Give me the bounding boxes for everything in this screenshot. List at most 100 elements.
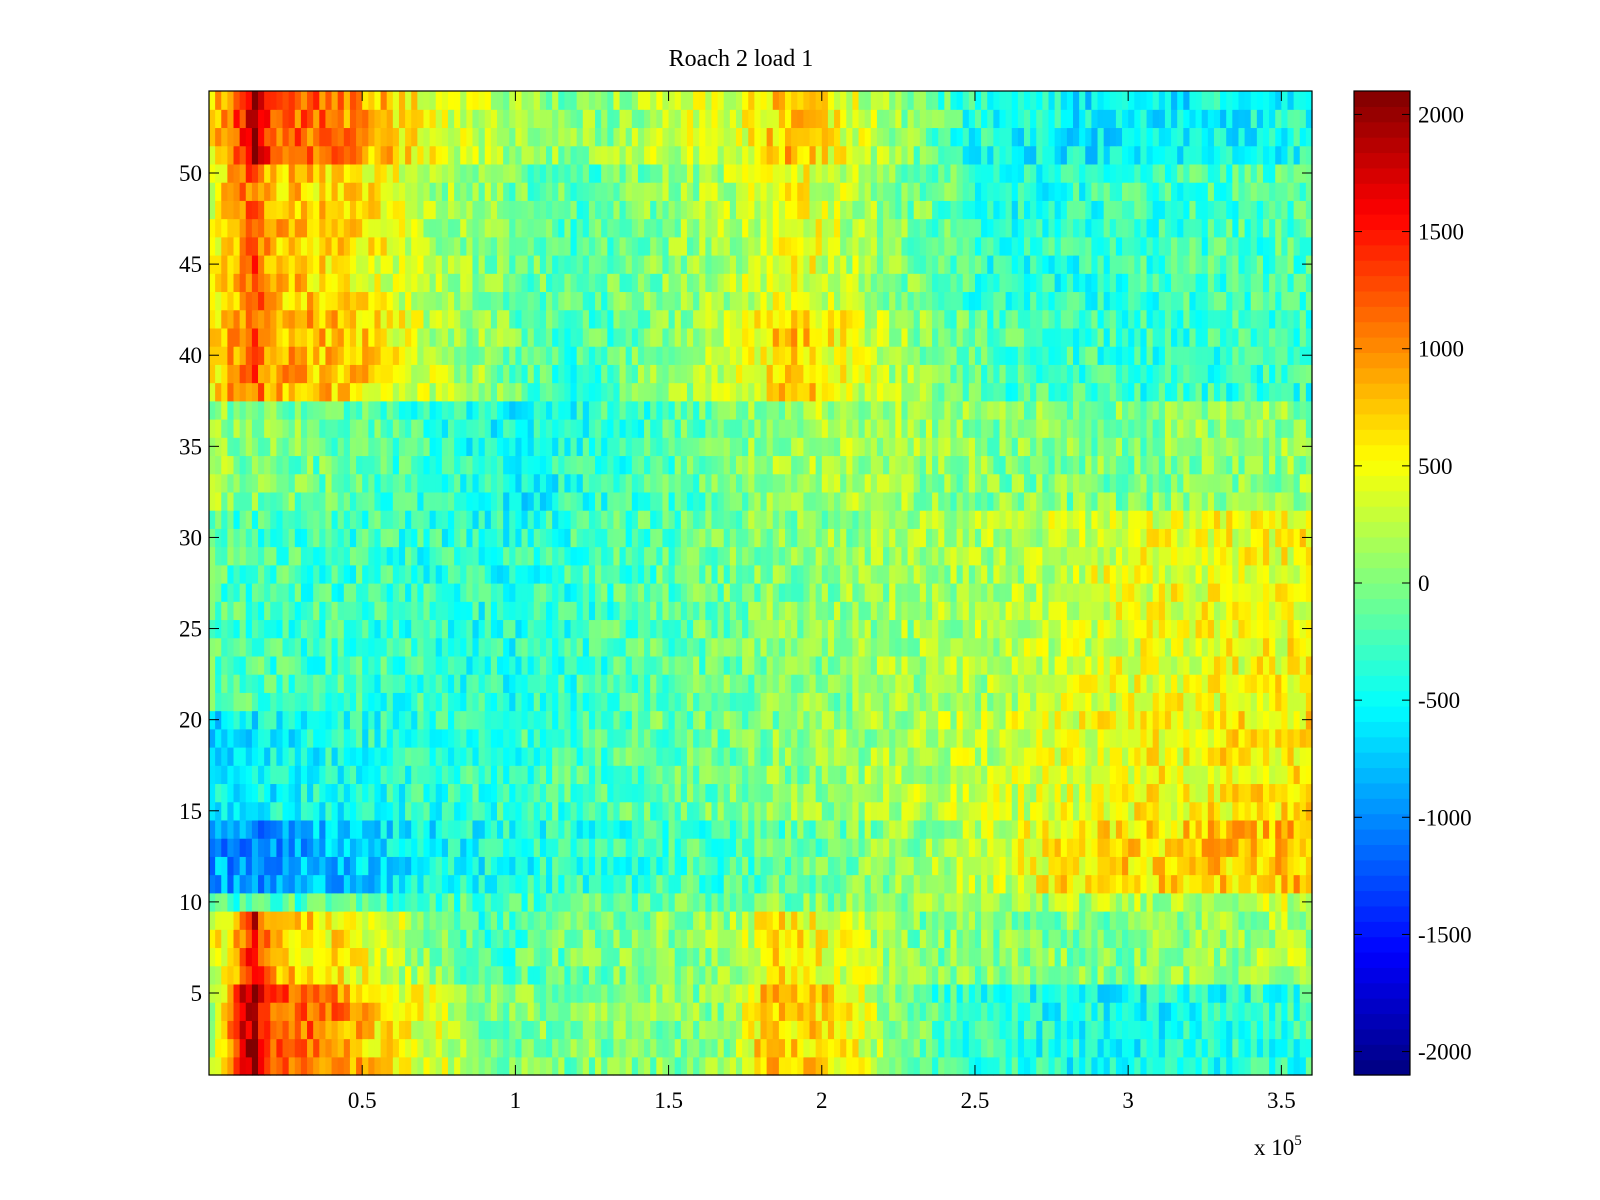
- heatmap-cell: [778, 747, 786, 766]
- heatmap-cell: [613, 801, 621, 821]
- heatmap-cell: [1048, 983, 1056, 1003]
- heatmap-cell: [748, 655, 755, 675]
- heatmap-cell: [1207, 1020, 1215, 1040]
- heatmap-cell: [711, 965, 719, 985]
- heatmap-cell: [595, 564, 602, 584]
- heatmap-cell: [595, 655, 602, 675]
- heatmap-cell: [821, 856, 829, 876]
- heatmap-cell: [950, 619, 958, 639]
- heatmap-cell: [889, 637, 896, 657]
- heatmap-cell: [380, 1038, 388, 1058]
- heatmap-cell: [705, 801, 713, 821]
- heatmap-cell: [1134, 674, 1142, 693]
- heatmap-cell: [729, 838, 737, 857]
- heatmap-cell: [729, 765, 737, 785]
- heatmap-cell: [1023, 947, 1031, 967]
- heatmap-cell: [907, 583, 915, 602]
- heatmap-cell: [1213, 583, 1221, 602]
- heatmap-cell: [1207, 947, 1215, 967]
- heatmap-cell: [846, 637, 854, 657]
- heatmap-cell: [1122, 1056, 1129, 1076]
- heatmap-cell: [546, 819, 553, 839]
- heatmap-cell: [723, 856, 731, 876]
- heatmap-cell: [950, 983, 958, 1003]
- heatmap-cell: [723, 692, 731, 712]
- heatmap-cell: [251, 1002, 259, 1021]
- heatmap-cell: [276, 983, 284, 1003]
- heatmap-cell: [251, 801, 259, 821]
- heatmap-cell: [1066, 1020, 1074, 1040]
- heatmap-cell: [760, 838, 768, 857]
- heatmap-cell: [233, 655, 241, 675]
- heatmap-cell: [625, 747, 633, 766]
- heatmap-cell: [938, 929, 945, 949]
- heatmap-cell: [650, 838, 657, 857]
- heatmap-cell: [215, 874, 222, 894]
- heatmap-cell: [1226, 819, 1233, 839]
- heatmap-cell: [460, 674, 467, 693]
- heatmap-cell: [766, 965, 774, 985]
- heatmap-cell: [650, 583, 657, 602]
- heatmap-cell: [386, 819, 394, 839]
- heatmap-cell: [950, 692, 958, 712]
- heatmap-cell: [429, 1038, 437, 1058]
- heatmap-cell: [1158, 765, 1166, 785]
- heatmap-cell: [447, 747, 455, 766]
- heatmap-cell: [901, 874, 909, 894]
- heatmap-cell: [245, 601, 253, 621]
- heatmap-cell: [1195, 747, 1203, 766]
- heatmap-cell: [392, 655, 400, 675]
- heatmap-cell: [1030, 892, 1037, 912]
- heatmap-cell: [343, 929, 351, 949]
- heatmap-cell: [1275, 838, 1282, 857]
- heatmap-cell: [711, 601, 719, 621]
- heatmap-cell: [1244, 856, 1252, 876]
- heatmap-cell: [1244, 583, 1252, 602]
- heatmap-cell: [834, 601, 841, 621]
- heatmap-cell: [1103, 601, 1111, 621]
- heatmap-cell: [258, 801, 265, 821]
- heatmap-cell: [968, 801, 976, 821]
- heatmap-cell: [785, 1056, 792, 1076]
- heatmap-cell: [1036, 838, 1043, 857]
- heatmap-cell: [858, 583, 866, 602]
- heatmap-cell: [1256, 1020, 1264, 1040]
- heatmap-cell: [539, 637, 547, 657]
- heatmap-cell: [619, 583, 627, 602]
- heatmap-cell: [576, 583, 584, 602]
- heatmap-cell: [668, 892, 676, 912]
- heatmap-cell: [533, 1020, 541, 1040]
- heatmap-cell: [539, 838, 547, 857]
- heatmap-cell: [319, 583, 327, 602]
- heatmap-cell: [209, 655, 216, 675]
- heatmap-cell: [913, 838, 921, 857]
- heatmap-cell: [938, 783, 945, 803]
- heatmap-cell: [944, 619, 952, 639]
- heatmap-cell: [307, 583, 314, 602]
- heatmap-cell: [803, 1020, 811, 1040]
- heatmap-cell: [1017, 655, 1025, 675]
- heatmap-cell: [1171, 747, 1178, 766]
- heatmap-cell: [307, 929, 314, 949]
- heatmap-cell: [386, 929, 394, 949]
- heatmap-cell: [239, 765, 247, 785]
- heatmap-cell: [1281, 1056, 1289, 1076]
- heatmap-cell: [1085, 965, 1092, 985]
- heatmap-cell: [441, 1038, 449, 1058]
- heatmap-cell: [362, 892, 369, 912]
- heatmap-cell: [405, 874, 412, 894]
- heatmap-cell: [987, 983, 994, 1003]
- heatmap-cell: [619, 1020, 627, 1040]
- heatmap-cell: [1097, 801, 1105, 821]
- heatmap-cell: [711, 929, 719, 949]
- heatmap-cell: [1066, 911, 1074, 930]
- heatmap-cell: [858, 911, 866, 930]
- heatmap-cell: [337, 911, 345, 930]
- heatmap-cell: [778, 601, 786, 621]
- heatmap-cell: [1201, 728, 1209, 748]
- heatmap-cell: [717, 564, 725, 584]
- heatmap-cell: [913, 564, 921, 584]
- heatmap-cell: [938, 1002, 945, 1021]
- heatmap-cell: [356, 637, 363, 657]
- heatmap-cell: [1115, 801, 1123, 821]
